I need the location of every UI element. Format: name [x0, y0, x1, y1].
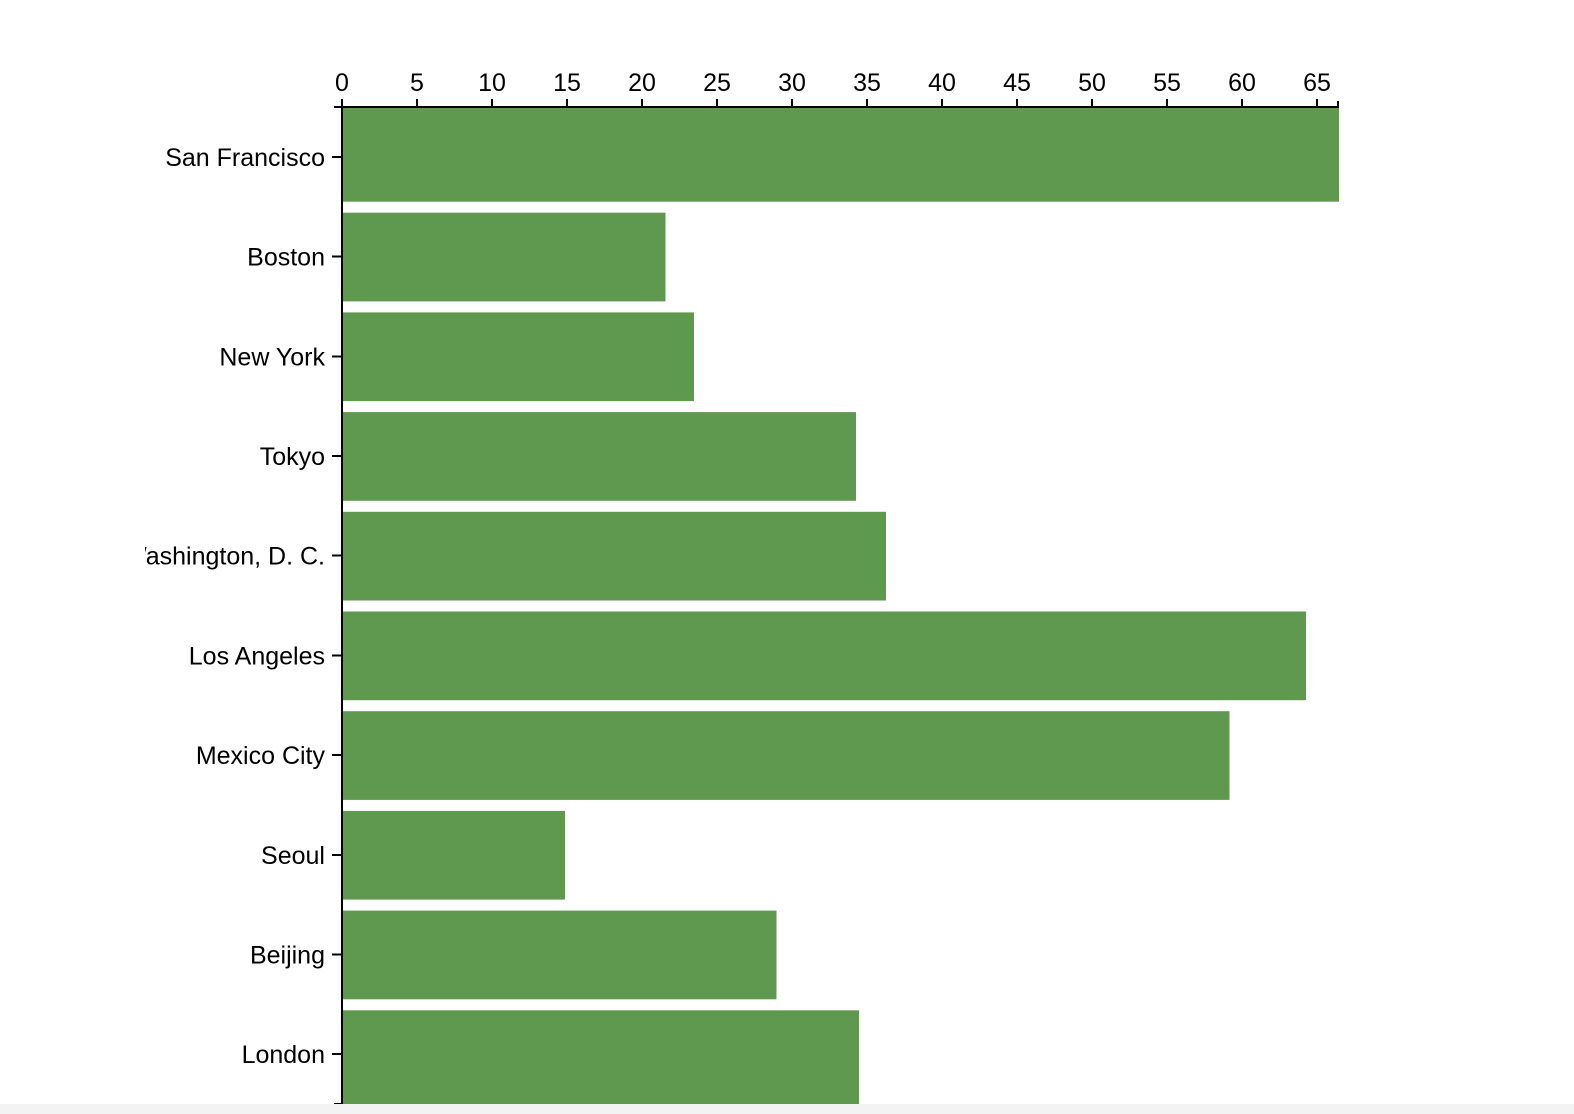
x-tick-label: 35 [853, 69, 881, 97]
bar-boston [343, 212, 666, 302]
x-tick-label: 45 [1003, 69, 1031, 97]
y-axis: San Francisco Boston New York Tokyo Washingt… [123, 106, 343, 1105]
bar-new-york [343, 312, 694, 402]
x-tick-label: 55 [1153, 69, 1181, 97]
y-tick-label: Mexico City [196, 742, 326, 770]
bars-group [343, 108, 1339, 1104]
bar-seoul [343, 810, 565, 900]
y-tick-label: Boston [247, 244, 325, 272]
x-tick-label: 15 [553, 69, 581, 97]
y-tick-label: San Francisco [165, 144, 325, 172]
page-bottom-edge [0, 1104, 1574, 1114]
bar-tokyo [343, 412, 856, 501]
x-axis: 0 5 10 15 20 25 30 35 40 45 50 55 60 65 [335, 69, 1339, 108]
x-tick-label: 65 [1303, 69, 1331, 97]
x-tick-label: 60 [1228, 69, 1256, 97]
bar-los-angeles [343, 611, 1306, 701]
x-tick-label: 0 [335, 69, 349, 97]
y-tick-label: Los Angeles [189, 642, 325, 670]
x-tick-label: 25 [703, 69, 731, 97]
x-tick-label: 40 [928, 69, 956, 97]
y-tick-label: London [242, 1041, 325, 1069]
bar-san-francisco [343, 108, 1339, 202]
y-tick-label: Washington, D. C. [123, 543, 325, 571]
y-tick-label: Beijing [250, 941, 325, 969]
bar-washington-d-c [343, 511, 886, 601]
bar-beijing [343, 910, 777, 1000]
x-tick-label: 50 [1078, 69, 1106, 97]
x-tick-label: 30 [778, 69, 806, 97]
y-tick-label: New York [219, 343, 325, 371]
y-tick-label: Tokyo [260, 443, 325, 471]
x-tick-label: 10 [478, 69, 506, 97]
y-tick-label: Seoul [261, 842, 325, 870]
x-tick-label: 5 [410, 69, 424, 97]
bar-london [343, 1010, 859, 1104]
x-tick-label: 20 [628, 69, 656, 97]
bar-mexico-city [343, 711, 1230, 800]
